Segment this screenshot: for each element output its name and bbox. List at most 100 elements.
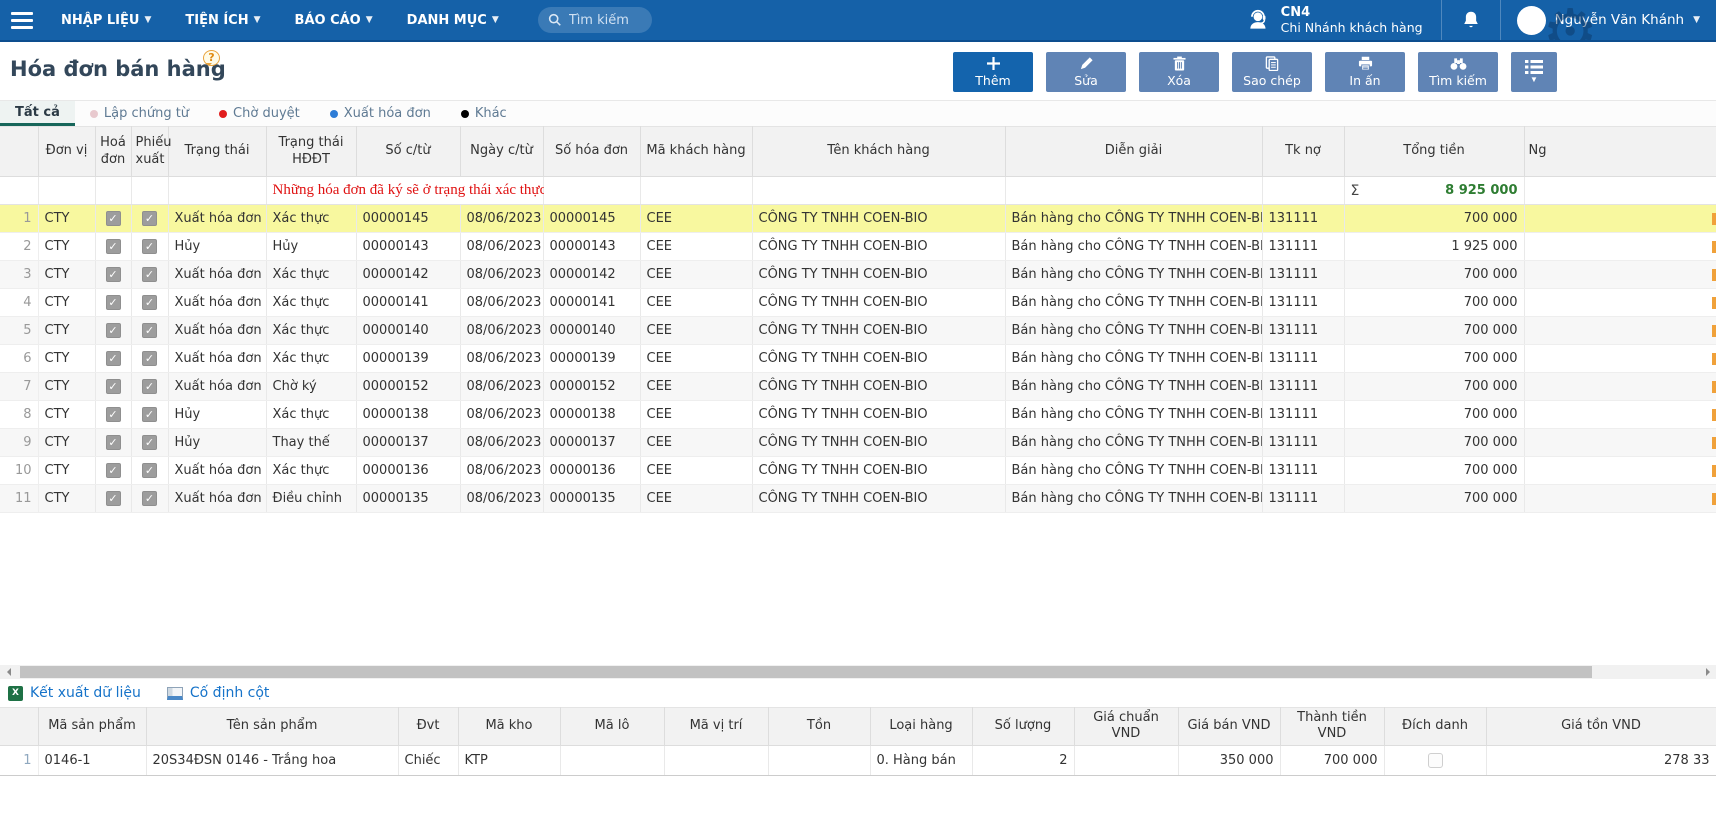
column-header[interactable]: Tk nợ	[1262, 127, 1344, 177]
checked-checkbox[interactable]: ✓	[106, 267, 121, 282]
tab-cho-duyet[interactable]: Chờ duyệt	[204, 101, 315, 126]
hamburger-menu-icon[interactable]	[0, 0, 44, 41]
column-header[interactable]: Giá chuẩn VND	[1074, 708, 1178, 746]
filter-cell[interactable]	[0, 177, 38, 205]
checked-checkbox[interactable]: ✓	[142, 351, 157, 366]
checked-checkbox[interactable]: ✓	[142, 323, 157, 338]
add-button[interactable]: Thêm	[953, 52, 1033, 92]
table-row[interactable]: 11CTY✓✓Xuất hóa đơnĐiều chỉnh0000013508/…	[0, 485, 1716, 513]
table-row[interactable]: 3CTY✓✓Xuất hóa đơnXác thực0000014208/06/…	[0, 261, 1716, 289]
table-row[interactable]: 5CTY✓✓Xuất hóa đơnXác thực0000014008/06/…	[0, 317, 1716, 345]
column-header[interactable]: Tồn	[768, 708, 870, 746]
table-row[interactable]: 7CTY✓✓Xuất hóa đơnChờ ký0000015208/06/20…	[0, 373, 1716, 401]
column-header[interactable]: Đơn vị	[38, 127, 95, 177]
column-header[interactable]: Mã khách hàng	[640, 127, 752, 177]
checked-checkbox[interactable]: ✓	[142, 435, 157, 450]
filter-cell[interactable]	[38, 177, 95, 205]
checked-checkbox[interactable]: ✓	[106, 295, 121, 310]
checked-checkbox[interactable]: ✓	[106, 323, 121, 338]
checked-checkbox[interactable]: ✓	[142, 407, 157, 422]
column-header[interactable]: Số c/từ	[356, 127, 460, 177]
unchecked-checkbox[interactable]	[1428, 753, 1443, 768]
column-header[interactable]: Số hóa đơn	[543, 127, 640, 177]
filter-cell[interactable]	[543, 177, 640, 205]
menu-nhap-lieu[interactable]: NHẬP LIỆU▼	[44, 0, 168, 41]
filter-cell[interactable]	[1005, 177, 1262, 205]
scrollbar-thumb[interactable]	[20, 666, 1592, 678]
checked-checkbox[interactable]: ✓	[142, 295, 157, 310]
menu-bao-cao[interactable]: BÁO CÁO▼	[278, 0, 390, 41]
delete-button[interactable]: Xóa	[1139, 52, 1219, 92]
checked-checkbox[interactable]: ✓	[142, 211, 157, 226]
tab-khac[interactable]: Khác	[446, 101, 522, 126]
notifications-button[interactable]	[1442, 8, 1500, 32]
column-header[interactable]: Tên sản phẩm	[146, 708, 398, 746]
user-menu[interactable]: Nguyễn Văn Khánh ▼	[1501, 6, 1716, 35]
horizontal-scrollbar[interactable]	[0, 665, 1716, 679]
column-header[interactable]: Trạng thái HĐĐT	[266, 127, 356, 177]
checked-checkbox[interactable]: ✓	[142, 491, 157, 506]
column-header[interactable]: Hoá đơn	[95, 127, 131, 177]
filter-cell[interactable]	[131, 177, 168, 205]
column-header[interactable]: Tổng tiền	[1344, 127, 1524, 177]
print-button[interactable]: In ấn	[1325, 52, 1405, 92]
filter-cell[interactable]	[752, 177, 1005, 205]
edit-button[interactable]: Sửa	[1046, 52, 1126, 92]
filter-row[interactable]: Những hóa đơn đã ký sẽ ở trạng thái xác …	[0, 177, 1716, 205]
search-input[interactable]	[569, 13, 639, 28]
table-row[interactable]: 10146-120S34ĐSN 0146 - Trắng hoaChiếcKTP…	[0, 745, 1716, 775]
column-header[interactable]: Đích danh	[1384, 708, 1486, 746]
table-row[interactable]: 6CTY✓✓Xuất hóa đơnXác thực0000013908/06/…	[0, 345, 1716, 373]
column-settings-button[interactable]: ▼	[1511, 52, 1557, 92]
filter-cell[interactable]: Σ8 925 000	[1344, 177, 1524, 205]
column-header[interactable]: Mã lô	[560, 708, 664, 746]
column-header[interactable]: Số lượng	[972, 708, 1074, 746]
checked-checkbox[interactable]: ✓	[106, 407, 121, 422]
column-header[interactable]: Giá tồn VND	[1486, 708, 1716, 746]
filter-cell[interactable]	[168, 177, 266, 205]
column-header[interactable]: Ngày c/từ	[460, 127, 543, 177]
export-data-link[interactable]: X Kết xuất dữ liệu	[8, 685, 141, 701]
global-search[interactable]	[538, 7, 652, 33]
scroll-left-arrow[interactable]	[0, 665, 16, 679]
tab-lap-chung-tu[interactable]: Lập chứng từ	[75, 101, 204, 126]
column-header[interactable]: Mã sản phẩm	[38, 708, 146, 746]
checked-checkbox[interactable]: ✓	[106, 491, 121, 506]
column-header[interactable]	[0, 708, 38, 746]
checked-checkbox[interactable]: ✓	[106, 463, 121, 478]
checked-checkbox[interactable]: ✓	[106, 435, 121, 450]
scroll-right-arrow[interactable]	[1700, 665, 1716, 679]
checked-checkbox[interactable]: ✓	[106, 379, 121, 394]
column-header[interactable]: Giá bán VND	[1178, 708, 1280, 746]
checked-checkbox[interactable]: ✓	[106, 211, 121, 226]
table-row[interactable]: 9CTY✓✓HủyThay thế0000013708/06/202300000…	[0, 429, 1716, 457]
table-row[interactable]: 2CTY✓✓HủyHủy0000014308/06/202300000143CE…	[0, 233, 1716, 261]
copy-button[interactable]: Sao chép	[1232, 52, 1312, 92]
menu-tien-ich[interactable]: TIỆN ÍCH▼	[168, 0, 277, 41]
column-header[interactable]: Phiếu xuất	[131, 127, 168, 177]
checked-checkbox[interactable]: ✓	[142, 267, 157, 282]
column-header[interactable]: Thành tiền VND	[1280, 708, 1384, 746]
filter-cell[interactable]	[1524, 177, 1716, 205]
table-row[interactable]: 1CTY✓✓Xuất hóa đơnXác thực0000014508/06/…	[0, 205, 1716, 233]
column-header[interactable]: Diễn giải	[1005, 127, 1262, 177]
filter-cell[interactable]	[640, 177, 752, 205]
search-button[interactable]: Tìm kiếm	[1418, 52, 1498, 92]
table-row[interactable]: 4CTY✓✓Xuất hóa đơnXác thực0000014108/06/…	[0, 289, 1716, 317]
column-header[interactable]: Ng	[1524, 127, 1716, 177]
column-header[interactable]: Loại hàng	[870, 708, 972, 746]
checked-checkbox[interactable]: ✓	[142, 463, 157, 478]
column-header[interactable]: Mã vị trí	[664, 708, 768, 746]
checked-checkbox[interactable]: ✓	[142, 379, 157, 394]
column-header[interactable]: Tên khách hàng	[752, 127, 1005, 177]
tab-tat-ca[interactable]: Tất cả	[0, 101, 75, 126]
branch-selector[interactable]: CN4 Chi Nhánh khách hàng	[1228, 5, 1441, 35]
column-header[interactable]: Trạng thái	[168, 127, 266, 177]
filter-cell[interactable]	[1262, 177, 1344, 205]
checked-checkbox[interactable]: ✓	[142, 239, 157, 254]
table-row[interactable]: 8CTY✓✓HủyXác thực0000013808/06/202300000…	[0, 401, 1716, 429]
freeze-columns-link[interactable]: Cố định cột	[167, 685, 270, 701]
column-header[interactable]: Mã kho	[458, 708, 560, 746]
menu-danh-muc[interactable]: DANH MỤC▼	[390, 0, 516, 41]
tab-xuat-hoa-don[interactable]: Xuất hóa đơn	[315, 101, 446, 126]
